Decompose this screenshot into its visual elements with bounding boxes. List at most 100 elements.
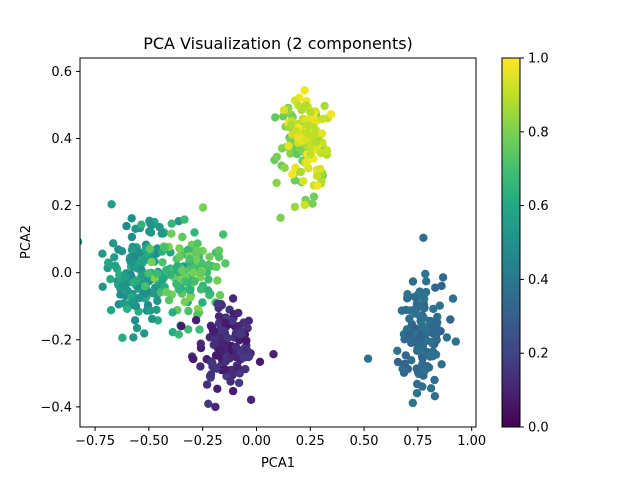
scatter-point — [203, 286, 213, 295]
colorbar-tick-label: 1.0 — [528, 52, 549, 67]
scatter-point — [135, 293, 144, 303]
scatter-point — [417, 311, 427, 320]
scatter-point — [302, 158, 311, 167]
scatter-point — [437, 360, 446, 369]
plot-frame — [79, 57, 477, 428]
scatter-point — [404, 330, 414, 340]
scatter-point — [284, 141, 293, 151]
scatter-point — [164, 296, 174, 305]
scatter-point — [162, 287, 171, 297]
scatter-point — [242, 336, 251, 345]
scatter-point — [118, 333, 127, 342]
scatter-point — [160, 243, 170, 252]
colorbar-ticks: 0.0 0.2 0.4 0.6 0.8 1.0 — [520, 52, 549, 436]
scatter-point — [313, 181, 322, 190]
scatter-point — [363, 354, 373, 363]
x-tick-label: 0.50 — [350, 434, 379, 449]
scatter-point — [178, 232, 187, 242]
scatter-point — [397, 306, 407, 315]
scatter-point — [308, 199, 317, 208]
scatter-point — [140, 329, 149, 338]
scatter-point — [204, 275, 213, 284]
scatter-point — [107, 200, 116, 209]
scatter-point — [276, 213, 285, 222]
scatter-point — [146, 219, 155, 228]
scatter-point — [228, 294, 238, 303]
scatter-point — [419, 233, 428, 242]
scatter-point — [196, 285, 206, 294]
scatter-point — [196, 362, 205, 371]
x-axis-label: PCA1 — [261, 456, 295, 471]
scatter-point — [98, 282, 107, 291]
scatter-point — [146, 228, 156, 237]
scatter-point — [294, 133, 303, 143]
scatter-point — [432, 329, 441, 338]
scatter-point — [269, 350, 278, 359]
scatter-point — [213, 384, 222, 393]
scatter-point — [437, 281, 446, 291]
scatter-point — [393, 357, 403, 367]
scatter-point — [127, 214, 136, 223]
scatter-point — [286, 120, 296, 129]
scatter-point — [279, 105, 289, 115]
x-axis-ticks: −0.75 −0.50 −0.25 0.00 0.25 0.50 0.75 1.00 — [75, 427, 486, 449]
scatter-point — [211, 402, 220, 412]
scatter-point — [421, 269, 430, 279]
scatter-point — [217, 347, 226, 356]
scatter-point — [106, 275, 115, 284]
scatter-point — [280, 163, 289, 172]
scatter-point — [246, 395, 256, 404]
scatter-point — [110, 253, 119, 262]
scatter-point — [315, 164, 325, 174]
scatter-point — [180, 297, 189, 306]
scatter-point — [214, 253, 224, 262]
scatter-point — [419, 303, 428, 313]
scatter-point — [428, 352, 437, 361]
scatter-point — [204, 260, 213, 270]
scatter-point — [426, 384, 436, 393]
y-tick-label: 0.2 — [51, 199, 72, 214]
scatter-point — [420, 366, 429, 375]
scatter-point — [208, 358, 217, 368]
scatter-point — [214, 246, 224, 255]
scatter-point — [221, 259, 230, 268]
scatter-point — [158, 258, 167, 267]
scatter-point — [228, 386, 238, 396]
scatter-point — [210, 334, 219, 343]
scatter-point — [167, 229, 176, 238]
scatter-point — [152, 269, 162, 278]
scatter-point — [226, 377, 235, 386]
scatter-point — [299, 177, 308, 186]
scatter-point — [204, 399, 213, 408]
scatter-point — [255, 357, 265, 366]
scatter-point — [183, 245, 193, 255]
scatter-point — [416, 333, 425, 342]
scatter-point — [403, 290, 412, 299]
scatter-point — [137, 220, 146, 229]
scatter-point — [430, 375, 439, 385]
colorbar-tick-label: 0.6 — [528, 199, 549, 214]
scatter-point — [140, 282, 150, 291]
y-tick-label: −0.2 — [40, 333, 72, 348]
scatter-point — [212, 364, 221, 373]
scatter-point — [202, 380, 212, 389]
colorbar-tick-label: 0.8 — [528, 125, 549, 140]
scatter-point — [196, 268, 206, 277]
scatter-point — [127, 232, 137, 242]
scatter-point — [175, 252, 185, 261]
scatter-point — [181, 277, 190, 286]
scatter-point — [326, 110, 336, 119]
scatter-point — [191, 255, 201, 265]
scatter-point — [234, 308, 243, 318]
scatter-point — [216, 339, 226, 349]
scatter-point — [413, 379, 422, 389]
scatter-point — [296, 167, 305, 177]
scatter-point — [451, 337, 460, 346]
scatter-point — [300, 200, 309, 210]
scatter-point — [286, 149, 295, 158]
scatter-point — [184, 306, 193, 316]
scatter-point — [175, 244, 184, 253]
scatter-point — [300, 135, 310, 144]
scatter-point — [427, 337, 436, 347]
scatter-point — [236, 330, 245, 339]
